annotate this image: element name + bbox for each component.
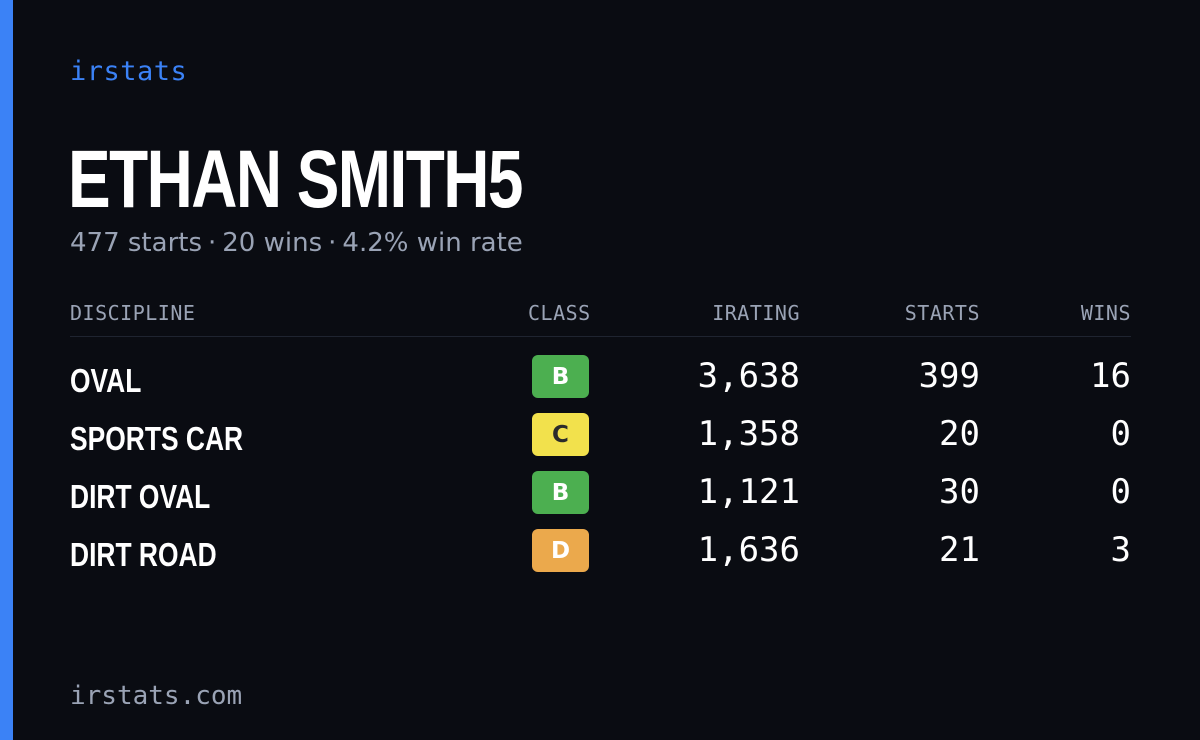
header-starts: STARTS: [904, 301, 980, 325]
footer-url: irstats.com: [70, 681, 243, 711]
irating-value: 1,636: [697, 530, 800, 570]
starts-value: 399: [918, 356, 980, 396]
class-badge: C: [532, 413, 589, 456]
table-row: OVAL B 3,638 399 16: [70, 352, 1131, 410]
discipline-name: DIRT OVAL: [70, 478, 211, 515]
table-row: DIRT OVAL B 1,121 30 0: [70, 468, 1131, 526]
irating-value: 1,121: [697, 472, 800, 512]
irating-value: 3,638: [697, 356, 800, 396]
table-header: DISCIPLINE CLASS IRATING STARTS WINS: [70, 298, 1131, 337]
starts-value: 30: [939, 472, 980, 512]
summary-separator: ·: [328, 228, 337, 258]
player-summary: 477 starts · 20 wins · 4.2% win rate: [70, 228, 523, 258]
table-body: OVAL B 3,638 399 16 SPORTS CAR C 1,358 2…: [70, 352, 1131, 584]
discipline-table: DISCIPLINE CLASS IRATING STARTS WINS OVA…: [70, 298, 1131, 584]
player-name: ETHAN SMITH5: [68, 134, 523, 225]
header-wins: WINS: [1080, 301, 1131, 325]
discipline-name: DIRT ROAD: [70, 536, 217, 573]
accent-bar: [0, 0, 13, 740]
table-row: DIRT ROAD D 1,636 21 3: [70, 526, 1131, 584]
header-irating: IRATING: [712, 301, 800, 325]
class-badge: B: [532, 471, 589, 514]
summary-starts: 477 starts: [70, 228, 202, 258]
wins-value: 3: [1110, 530, 1131, 570]
header-discipline: DISCIPLINE: [70, 301, 196, 325]
summary-win-rate: 4.2% win rate: [342, 228, 523, 258]
summary-wins: 20 wins: [222, 228, 323, 258]
header-class: CLASS: [528, 301, 591, 325]
starts-value: 20: [939, 414, 980, 454]
discipline-name: SPORTS CAR: [70, 420, 244, 457]
discipline-name: OVAL: [70, 362, 142, 399]
irating-value: 1,358: [697, 414, 800, 454]
wins-value: 0: [1110, 472, 1131, 512]
brand-logo-text: irstats: [70, 56, 188, 87]
wins-value: 16: [1090, 356, 1131, 396]
class-badge: D: [532, 529, 589, 572]
table-row: SPORTS CAR C 1,358 20 0: [70, 410, 1131, 468]
class-badge: B: [532, 355, 589, 398]
starts-value: 21: [939, 530, 980, 570]
summary-separator: ·: [208, 228, 217, 258]
wins-value: 0: [1110, 414, 1131, 454]
